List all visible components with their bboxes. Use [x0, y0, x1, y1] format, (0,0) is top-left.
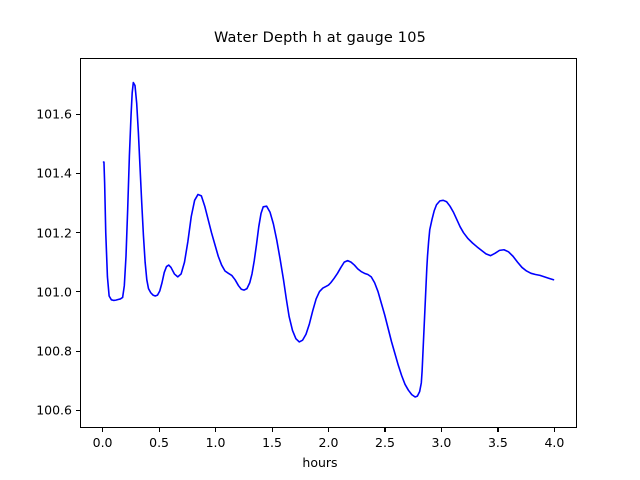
y-tick-mark	[76, 350, 80, 352]
x-tick-mark	[384, 428, 386, 432]
x-tick-label: 1.0	[205, 435, 226, 450]
x-tick-mark	[158, 428, 160, 432]
x-tick-mark	[215, 428, 217, 432]
x-tick-label: 2.0	[318, 435, 339, 450]
y-tick-label: 101.6	[36, 106, 72, 122]
y-tick-mark	[76, 172, 80, 175]
x-tick-mark	[102, 428, 104, 432]
x-tick-label: 3.5	[487, 435, 508, 450]
y-tick-label: 101.2	[36, 225, 72, 241]
chart-title: Water Depth h at gauge 105	[213, 30, 427, 46]
series-polyline	[102, 81, 555, 398]
x-tick-mark	[271, 428, 273, 432]
data-line-series	[102, 81, 555, 398]
y-tick-mark	[76, 409, 80, 411]
x-tick-mark	[497, 428, 499, 432]
y-tick-mark	[76, 113, 80, 115]
x-tick-label: 3.0	[431, 435, 452, 450]
x-tick-label: 2.5	[375, 435, 395, 450]
x-tick-mark	[328, 428, 330, 432]
y-tick-mark	[76, 291, 80, 293]
x-tick-label: 0.0	[92, 435, 113, 450]
x-tick-label: 1.5	[262, 435, 282, 450]
y-tick-label: 100.8	[36, 343, 72, 359]
x-tick-mark	[553, 428, 555, 432]
x-axis-label: hours	[302, 455, 338, 470]
y-tick-label: 101.4	[36, 165, 72, 181]
x-tick-mark	[440, 428, 443, 432]
x-tick-label: 0.5	[149, 435, 170, 450]
y-tick-label: 100.6	[36, 402, 72, 418]
plot-area	[80, 58, 577, 428]
y-tick-mark	[76, 232, 80, 234]
x-tick-label: 4.0	[544, 435, 565, 450]
y-tick-label: 101.0	[36, 284, 72, 300]
